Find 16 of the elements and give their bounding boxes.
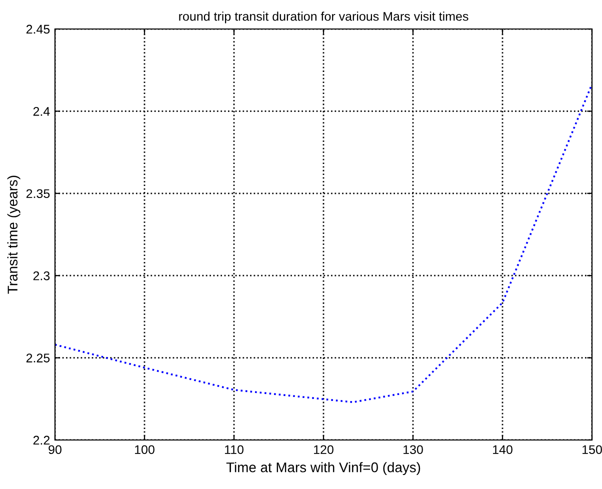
y-tick-label: 2.2 [33, 436, 50, 445]
y-axis-title: Transit time (years) [7, 176, 20, 294]
y-tick-label: 2.3 [33, 271, 50, 280]
y-tick-label: 2.4 [33, 107, 50, 116]
x-tick-label: 150 [582, 445, 602, 454]
x-tick-label: 90 [48, 445, 62, 454]
y-tick-label: 2.45 [26, 24, 50, 34]
chart-title: round trip transit duration for various Mars visit times [179, 12, 468, 24]
x-axis-title: Time at Mars with Vinf=0 (days) [226, 462, 420, 476]
x-tick-label: 130 [404, 445, 423, 454]
x-tick-label: 110 [224, 445, 244, 454]
x-tick-label: 100 [135, 445, 154, 454]
y-tick-label: 2.25 [26, 354, 50, 362]
y-tick-label: 2.35 [26, 189, 50, 198]
x-tick-label: 140 [493, 445, 512, 454]
x-tick-label: 120 [314, 445, 334, 454]
